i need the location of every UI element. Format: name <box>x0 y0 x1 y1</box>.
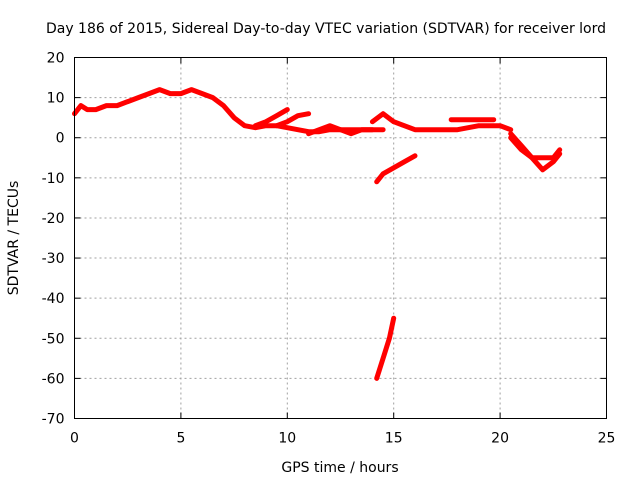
y-tick-label: -10 <box>42 171 65 187</box>
grid <box>74 57 607 419</box>
series-layer: arc-mainarc-branch-aarc-branch-barc-bran… <box>72 87 563 381</box>
series-arc-branch-b: arc-branch-b <box>274 111 312 129</box>
x-tick-label: 25 <box>598 431 616 447</box>
plot-frame <box>74 57 607 419</box>
series-arc-branch-c: arc-branch-c <box>306 123 386 137</box>
ticks: 0 5 10 15 20 25 -70 -60 -50 -40 -30 -20 -10 0 10 20 <box>42 51 616 447</box>
x-axis-title: GPS time / hours <box>281 460 398 476</box>
series-arc-late-b: arc-late-b <box>508 135 563 161</box>
chart-title: Day 186 of 2015, Sidereal Day-to-day VTE… <box>46 21 606 37</box>
y-tick-label: -20 <box>42 211 65 227</box>
y-tick-label: 0 <box>56 131 65 147</box>
y-tick-label: 20 <box>47 51 65 67</box>
x-tick-label: 0 <box>70 431 79 447</box>
series-arc-late-a: arc-late-a <box>508 131 563 173</box>
series-arc-low: arc-low <box>374 153 418 185</box>
y-tick-label: -50 <box>42 331 65 347</box>
y-tick-label: -60 <box>42 371 65 387</box>
y-tick-label: 10 <box>47 91 65 107</box>
series-arc-outlier: arc-outlier <box>374 315 397 381</box>
series-arc-branch-a: arc-branch-a <box>252 107 290 129</box>
y-tick-label: -40 <box>42 291 65 307</box>
y-tick-label: -30 <box>42 251 65 267</box>
y-tick-label: -70 <box>42 412 65 428</box>
y-axis-title: SDTVAR / TECUs <box>6 181 22 296</box>
x-tick-label: 20 <box>491 431 509 447</box>
x-tick-label: 5 <box>176 431 185 447</box>
series-arc-mid: arc-mid <box>369 111 514 133</box>
x-tick-label: 10 <box>278 431 296 447</box>
x-tick-label: 15 <box>385 431 403 447</box>
